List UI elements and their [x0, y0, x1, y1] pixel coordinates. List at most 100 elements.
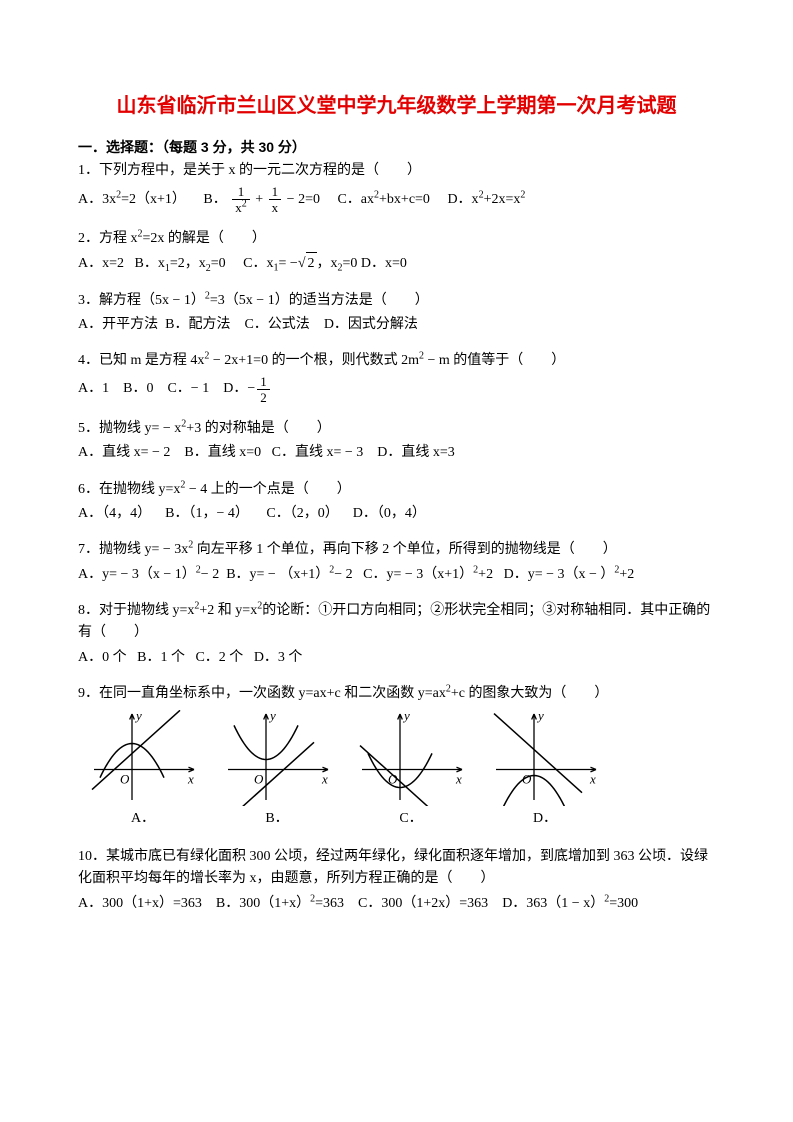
t: B．y= − （x+1） [226, 564, 329, 586]
graph-holder: yxO [88, 710, 198, 806]
svg-text:O: O [120, 771, 130, 786]
q9-label-D: D． [533, 808, 557, 830]
q9-label-A: A． [131, 808, 155, 830]
q9-label-B: B． [265, 808, 288, 830]
q2-optA: A．x=2 [78, 253, 124, 275]
t: D．363（1 − x） [502, 893, 604, 915]
t: 2．方程 x [78, 231, 138, 246]
q10-options: A．300（1+x）=363 B．300（1+x）2=363 C．300（1+2… [78, 893, 715, 915]
q9-graph-row: yxOA． yxOB． yxOC． yxOD． [88, 710, 715, 830]
t: B． [203, 189, 226, 211]
t: +c 的图象大致为（ ） [451, 686, 609, 701]
q3-optC: C．公式法 [244, 314, 309, 336]
q7-options: A．y= − 3（x − 1）2 − 2 B．y= − （x+1）2 − 2 C… [78, 564, 715, 586]
q5-optD: D．直线 x=3 [377, 442, 455, 464]
t: B．300（1+x） [216, 893, 310, 915]
t: 2 [306, 252, 317, 275]
t: 8．对于抛物线 y=x [78, 603, 194, 618]
q3-stem: 3．解方程（5x − 1）2=3（5x − 1）的适当方法是（ ） [78, 290, 715, 312]
t: − 2 [201, 564, 219, 586]
t: − m 的值等于（ ） [424, 353, 565, 368]
graph-holder: yxO [222, 710, 332, 806]
svg-text:y: y [402, 710, 410, 723]
q6-optC: C．（2，0） [266, 503, 338, 525]
q1-stem-text: 1．下列方程中，是关于 x 的一元二次方程的是（ ） [78, 163, 421, 178]
t: x [269, 200, 282, 214]
q1-stem: 1．下列方程中，是关于 x 的一元二次方程的是（ ） [78, 160, 715, 182]
t: 2 [520, 189, 525, 200]
q6-options: A．（4，4） B．（1，− 4） C．（2，0） D．（0，4） [78, 503, 715, 525]
q5-stem: 5．抛物线 y= − x2+3 的对称轴是（ ） [78, 418, 715, 440]
q1-optB: B． 1x2 + 1x − 2=0 [203, 185, 320, 214]
t: 2 [242, 198, 247, 209]
graph-holder: yxO [356, 710, 466, 806]
frac-icon: 12 [257, 375, 270, 404]
section-1-heading: 一．选择题：（每题 3 分，共 30 分） [78, 136, 715, 158]
q7-stem: 7．抛物线 y= − 3x2 向左平移 1 个单位，再向下移 2 个单位，所得到… [78, 539, 715, 561]
t: − 2=0 [287, 189, 320, 211]
t: =3（5x − 1）的适当方法是（ ） [210, 293, 429, 308]
t: =2，x [170, 253, 206, 275]
svg-text:O: O [254, 771, 264, 786]
q9-graph-C: yxOC． [356, 710, 466, 830]
t: 1 [269, 185, 282, 200]
sqrt-icon: √2 [298, 252, 317, 275]
svg-text:x: x [455, 771, 462, 786]
t: ，x [317, 253, 338, 275]
t: A．y= − 3（x − 1） [78, 564, 196, 586]
q7-optB: B．y= − （x+1）2 − 2 [226, 564, 352, 586]
q3-options: A．开平方法 B．配方法 C．公式法 D．因式分解法 [78, 314, 715, 336]
q4-optB: B．0 [123, 378, 153, 400]
svg-text:y: y [134, 710, 142, 723]
q3-optA: A．开平方法 [78, 314, 158, 336]
t: − 4 上的一个点是（ ） [185, 482, 350, 497]
t: 6．在抛物线 y=x [78, 482, 180, 497]
t: =300 [609, 893, 638, 915]
q9-stem: 9．在同一直角坐标系中，一次函数 y=ax+c 和二次函数 y=ax2+c 的图… [78, 683, 715, 705]
svg-text:x: x [589, 771, 596, 786]
svg-text:x: x [321, 771, 328, 786]
q10-optC: C．300（1+2x）=363 [358, 893, 488, 915]
svg-text:y: y [536, 710, 544, 723]
q9-graph-D: yxOD． [490, 710, 600, 830]
q4-options: A．1 B．0 C．− 1 D．− 12 [78, 375, 715, 404]
t: 3．解方程（5x − 1） [78, 293, 205, 308]
q2-optB: B．x1=2，x2=0 [135, 253, 226, 275]
q4-optC: C．− 1 [167, 378, 209, 400]
t: =0 [211, 253, 226, 275]
t: x2 [232, 200, 250, 214]
t: +2 [478, 564, 493, 586]
t: − 2 [334, 564, 352, 586]
q2-options: A．x=2 B．x1=2，x2=0 C．x1= − √2，x2=0 D．x=0 [78, 252, 715, 275]
q1-optC: C．ax2+bx+c=0 [337, 189, 429, 211]
t: =363 [315, 893, 344, 915]
q5-optA: A．直线 x= − 2 [78, 442, 170, 464]
t: D．x [447, 189, 478, 211]
q2-optC: C．x1= − √2，x2=0 [243, 252, 357, 275]
q4-stem: 4．已知 m 是方程 4x2 − 2x+1=0 的一个根，则代数式 2m2 − … [78, 350, 715, 372]
t: 5．抛物线 y= − x [78, 421, 181, 436]
t: C．x [243, 253, 273, 275]
q1-optA: A．3x2=2（x+1） [78, 189, 186, 211]
frac-icon: 1x [269, 185, 282, 214]
frac-icon: 1x2 [232, 185, 250, 214]
t: + [255, 189, 263, 211]
q8-optB: B．1 个 [137, 647, 185, 669]
q4-optD: D．− 12 [223, 375, 272, 404]
q1-optD: D．x2+2x=x2 [447, 189, 525, 211]
q6-optD: D．（0，4） [353, 503, 426, 525]
t: 1 [257, 375, 270, 390]
q9-label-C: C． [399, 808, 422, 830]
t: 7．抛物线 y= − 3x [78, 542, 188, 557]
t: 2 [257, 390, 270, 404]
t: B．x [135, 253, 165, 275]
q2-stem: 2．方程 x2=2x 的解是（ ） [78, 228, 715, 250]
q9-graph-B: yxOB． [222, 710, 332, 830]
q1-options: A．3x2=2（x+1） B． 1x2 + 1x − 2=0 C．ax2+bx+… [78, 185, 715, 214]
q10-stem: 10．某城市底已有绿化面积 300 公顷，经过两年绿化，绿化面积逐年增加，到底增… [78, 846, 715, 891]
t: − 2x+1=0 的一个根，则代数式 2m [209, 353, 419, 368]
t: A．3x [78, 189, 116, 211]
t: 9．在同一直角坐标系中，一次函数 y=ax+c 和二次函数 y=ax [78, 686, 446, 701]
t: +bx+c=0 [379, 189, 430, 211]
t: +2 [619, 564, 634, 586]
